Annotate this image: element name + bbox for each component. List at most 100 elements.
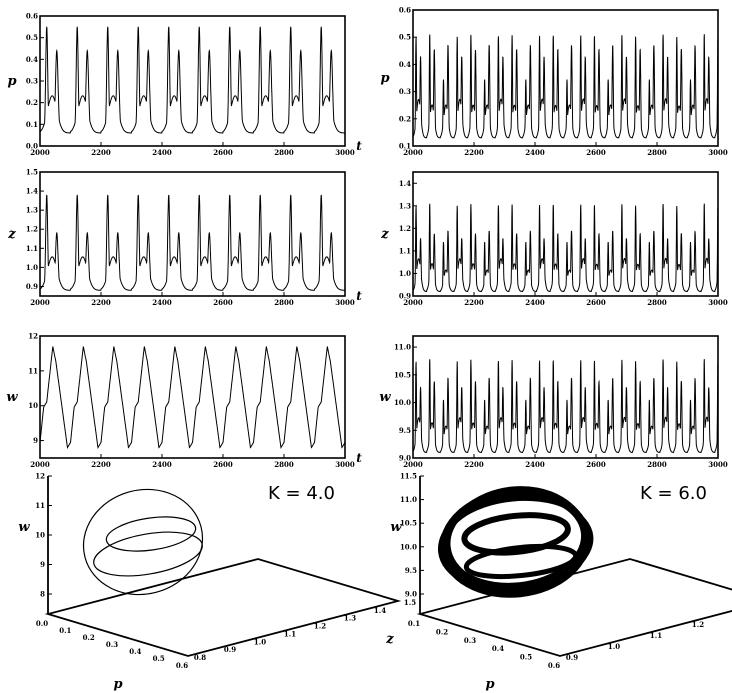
plot-frame <box>412 9 719 147</box>
x-tick-label: 2600 <box>213 460 233 469</box>
p-tick-label: 0.6 <box>548 661 560 670</box>
y-axis-label: p <box>7 74 16 89</box>
panel-3 <box>39 171 346 297</box>
attractor-loop <box>461 512 571 556</box>
x-tick-label: 3000 <box>335 298 355 307</box>
x-tick-label: 2800 <box>647 460 667 469</box>
p-tick-label: 0.3 <box>106 640 118 649</box>
x-axis-label: t <box>356 289 362 303</box>
y-tick-label: 0.9 <box>26 282 38 291</box>
x-tick-label: 2000 <box>403 148 423 157</box>
y-axis-label: w <box>6 390 18 405</box>
z-tick-label: 1.1 <box>284 629 296 638</box>
y-tick-label: 1.1 <box>399 246 411 255</box>
x-tick-label: 2200 <box>464 298 484 307</box>
p-tick-label: 0.2 <box>83 633 95 642</box>
w-tick-label: 10.5 <box>400 519 417 528</box>
series-line <box>412 34 719 139</box>
y-tick-label: 1.2 <box>399 224 411 233</box>
x-tick-label: 2200 <box>91 148 111 157</box>
y-tick-label: 0.3 <box>399 87 411 96</box>
y-tick-label: 1.0 <box>399 269 411 278</box>
y-tick-label: 1.4 <box>399 179 411 188</box>
k-label: K = 6.0 <box>640 483 707 504</box>
p-tick-label: 0.5 <box>153 654 165 663</box>
y-tick-label: 1.5 <box>26 168 38 177</box>
w-tick-label: 10.0 <box>400 542 417 551</box>
x-tick-label: 2400 <box>152 148 172 157</box>
x-tick-label: 2800 <box>647 148 667 157</box>
w-tick-label: 11.5 <box>400 472 417 481</box>
plot-frame <box>412 171 719 297</box>
attractor-loop <box>105 516 197 552</box>
z-tick-label: 1.4 <box>374 606 386 615</box>
z-tick-label: 1.5 <box>404 598 416 607</box>
z-tick-label: 0.8 <box>194 653 206 662</box>
w-tick-label: 9.0 <box>405 590 417 599</box>
z-tick-label: 1.1 <box>650 631 662 640</box>
x-tick-label: 2200 <box>91 298 111 307</box>
panel-6 <box>412 335 719 459</box>
p-tick-label: 0.1 <box>408 619 420 628</box>
p-tick-label: 0.6 <box>176 661 188 670</box>
z-axis-label: z <box>385 632 394 647</box>
series-line <box>39 346 346 450</box>
x-tick-label: 2600 <box>213 298 233 307</box>
x-tick-label: 2200 <box>464 460 484 469</box>
attractor-loop <box>440 494 592 592</box>
p-axis-label: p <box>113 677 122 692</box>
y-tick-label: 0.4 <box>26 55 38 64</box>
attractor-loop <box>82 488 204 596</box>
y-tick-label: 0.6 <box>399 6 411 15</box>
p-tick-label: 0.1 <box>59 626 71 635</box>
z-tick-label: 0.9 <box>224 645 236 654</box>
plot-frame <box>412 335 719 459</box>
x-tick-label: 2600 <box>586 460 606 469</box>
y-tick-label: 9.5 <box>399 426 411 435</box>
x-tick-label: 2000 <box>30 460 50 469</box>
x-axis-label: t <box>356 451 362 465</box>
z-tick-label: 1.2 <box>692 620 704 629</box>
y-tick-label: 0.1 <box>399 142 411 151</box>
y-tick-label: 1.1 <box>26 244 38 253</box>
y-tick-label: 11.0 <box>394 343 411 352</box>
y-tick-label: 0.6 <box>26 12 38 21</box>
z-tick-label: 1.3 <box>344 614 356 623</box>
x-tick-label: 2000 <box>403 298 423 307</box>
plot-frame <box>39 335 346 459</box>
x-tick-label: 2800 <box>274 298 294 307</box>
p-tick-label: 0.5 <box>520 653 532 662</box>
x-tick-label: 3000 <box>708 148 728 157</box>
w-tick-label: 8 <box>40 590 45 599</box>
series-line <box>412 203 719 292</box>
y-tick-label: 9.0 <box>399 454 411 463</box>
y-axis-label: z <box>7 227 16 242</box>
x-tick-label: 2000 <box>30 148 50 157</box>
w-tick-label: 12 <box>35 472 45 481</box>
x-tick-label: 2400 <box>152 460 172 469</box>
y-tick-label: 0.0 <box>26 142 38 151</box>
floor-plane <box>44 558 402 657</box>
w-axis-label: w <box>18 520 30 535</box>
x-tick-label: 2000 <box>403 460 423 469</box>
p-tick-label: 0.4 <box>492 644 504 653</box>
x-tick-label: 2600 <box>586 148 606 157</box>
y-tick-label: 11 <box>28 366 38 375</box>
attractor-loop <box>463 543 579 580</box>
y-tick-label: 1.3 <box>399 201 411 210</box>
panel-2 <box>412 9 719 147</box>
w-tick-label: 11 <box>35 501 45 510</box>
y-tick-label: 0.9 <box>399 292 411 301</box>
y-tick-label: 0.1 <box>26 120 38 129</box>
y-tick-label: 9 <box>33 436 38 445</box>
x-tick-label: 3000 <box>335 460 355 469</box>
x-tick-label: 2800 <box>647 298 667 307</box>
w-tick-label: 11.0 <box>400 495 417 504</box>
w-tick-label: 9 <box>40 560 45 569</box>
phase-portrait-1 <box>44 475 402 657</box>
z-tick-label: 0.9 <box>566 653 578 662</box>
panel-1 <box>39 15 346 147</box>
panel-4 <box>412 171 719 297</box>
x-tick-label: 2400 <box>152 298 172 307</box>
